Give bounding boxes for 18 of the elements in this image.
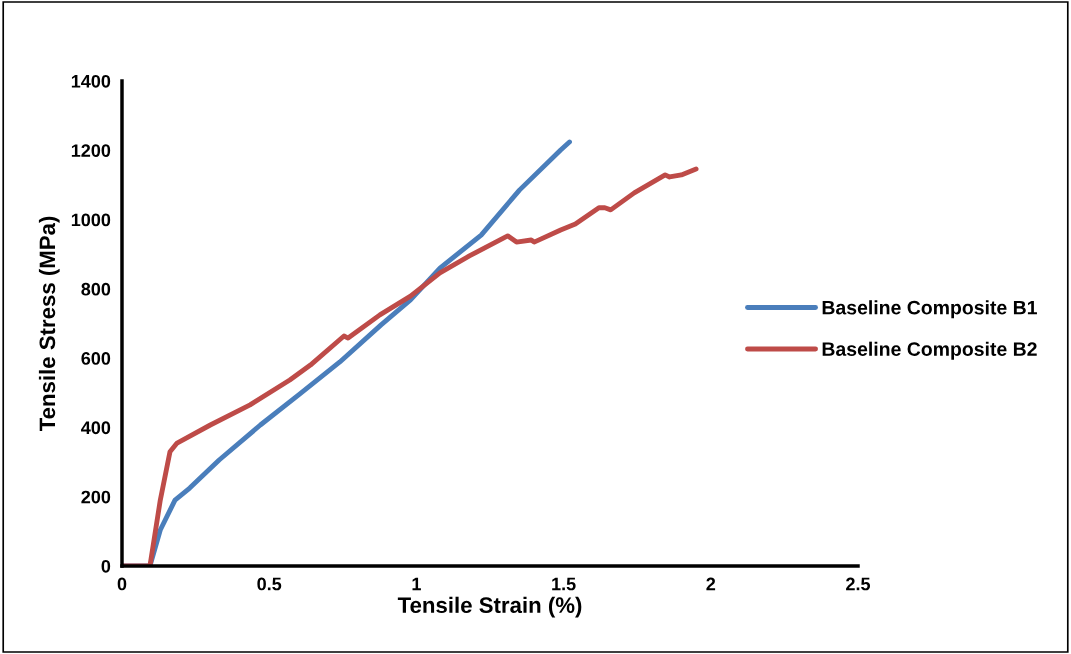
x-tick-label: 0.5	[257, 577, 282, 591]
x-tick-label: 1	[412, 577, 421, 591]
y-tick-label: 200	[81, 490, 111, 504]
y-axis-title: Tensile Stress (MPa)	[38, 216, 60, 432]
y-tick-label: 0	[101, 559, 111, 573]
x-axis-title: Tensile Strain (%)	[397, 596, 582, 618]
x-tick-label: 0	[117, 577, 127, 591]
y-tick-label: 800	[81, 282, 111, 296]
y-tick-label: 1000	[71, 213, 111, 227]
x-tick-label: 1.5	[552, 577, 576, 591]
y-tick-label: 600	[81, 352, 111, 365]
y-tick-label: 1200	[71, 144, 111, 158]
x-tick-label: 2.5	[846, 577, 871, 591]
legend-label: Baseline Composite B1	[822, 300, 1037, 319]
x-tick-label: 2	[706, 577, 716, 591]
y-tick-label: 1400	[71, 74, 111, 88]
y-tick-label: 400	[81, 421, 111, 435]
legend-label: Baseline Composite B2	[822, 341, 1037, 360]
